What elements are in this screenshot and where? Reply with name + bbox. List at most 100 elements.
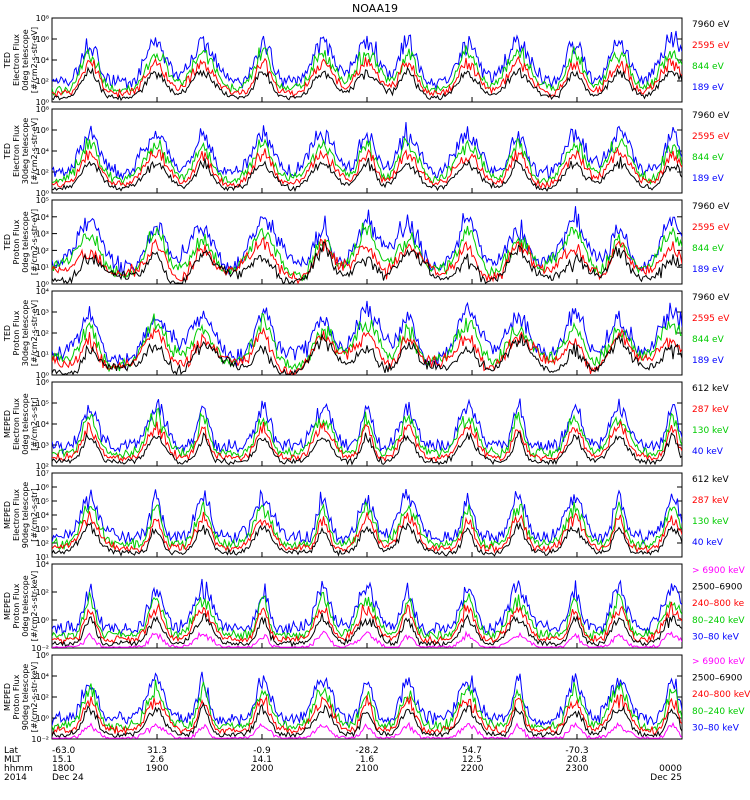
- legend-entry: 80–240 keV: [692, 616, 745, 626]
- x-tick-label: 2.6: [150, 755, 165, 765]
- series-line: [52, 591, 682, 641]
- panels-group: 10⁰ 10² 10⁴ 10⁶ 10⁸ TED Electron Flux 0deg tele…: [3, 14, 750, 744]
- legend-entry: 7960 eV: [692, 202, 730, 212]
- series-line: [52, 612, 682, 648]
- x-tick-label: 1.6: [360, 755, 375, 765]
- x-tick-label: 54.7: [462, 746, 482, 756]
- legend-entry: 7960 eV: [692, 111, 730, 121]
- legend-entry: 612 keV: [692, 475, 729, 485]
- x-tick-label: -28.2: [355, 746, 378, 756]
- y-axis-label-line: MEPED: [3, 410, 12, 438]
- series-line: [52, 45, 682, 96]
- series-traces: [52, 489, 682, 557]
- y-tick-label: 10⁸: [36, 105, 49, 114]
- y-tick-label: 10²: [36, 539, 49, 548]
- legend-entry: 844 eV: [692, 244, 725, 254]
- series-line: [52, 407, 682, 460]
- legend-entry: 189 eV: [692, 265, 725, 275]
- panel-6: 10¹ 10² 10³ 10⁴ 10⁵ 10⁶ 10⁷ MEPED Electron Flux 9…: [3, 469, 729, 562]
- y-tick-label: 10²: [36, 693, 49, 702]
- y-tick-label: 10⁸: [36, 14, 49, 23]
- x-row-label: MLT: [4, 755, 22, 765]
- panel-5: 10² 10³ 10⁴ 10⁵ 10⁶ MEPED Electron Flux 0deg te…: [3, 378, 729, 471]
- y-axis-label-line: MEPED: [3, 592, 12, 620]
- legend-entry: 2500–6900: [692, 674, 743, 684]
- series-traces: [52, 206, 682, 284]
- series-traces: [52, 122, 682, 193]
- series-line: [52, 601, 682, 646]
- x-tick-label: 1800: [52, 764, 75, 774]
- legend-entry: 612 keV: [692, 384, 729, 394]
- y-tick-label: 10⁴: [36, 287, 49, 296]
- x-tick-label: 2100: [356, 764, 379, 774]
- y-axis-label-line: 0deg telescope: [21, 211, 30, 272]
- y-tick-label: 10³: [36, 230, 49, 239]
- series-line: [52, 630, 682, 648]
- x-tick-label: 2000: [251, 764, 274, 774]
- y-tick-label: 10²: [36, 588, 49, 597]
- y-tick-label: 10²: [36, 329, 49, 338]
- series-line: [52, 511, 682, 554]
- series-line: [52, 333, 682, 375]
- x-tick-label: 14.1: [252, 755, 272, 765]
- x-tick-label: Dec 25: [650, 773, 682, 783]
- y-axis-label-line: MEPED: [3, 683, 12, 711]
- y-tick-label: 10⁶: [36, 651, 49, 660]
- legend-entry: 130 keV: [692, 426, 729, 436]
- legend-entry: 130 keV: [692, 517, 729, 527]
- series-line: [52, 578, 682, 637]
- y-tick-label: 10²: [36, 77, 49, 86]
- y-axis-label-line: Proton Flux: [12, 583, 21, 628]
- series-line: [52, 146, 682, 189]
- x-row-label: Lat: [4, 746, 19, 756]
- y-axis-label-line: TED: [3, 234, 12, 251]
- series-line: [52, 55, 682, 99]
- series-line: [52, 398, 682, 455]
- y-tick-label: 10³: [36, 525, 49, 534]
- legend-entry: 80–240 keV: [692, 707, 745, 717]
- legend-entry: 40 keV: [692, 538, 724, 548]
- y-axis-label-line: [#/cm2-s-str-keV]: [30, 662, 39, 733]
- legend-entry: 30–80 keV: [692, 723, 740, 733]
- y-axis-label-line: [#/cm2-s-str]: [30, 397, 39, 450]
- x-tick-label: 20.8: [567, 755, 587, 765]
- y-tick-label: 10⁷: [36, 469, 49, 478]
- y-tick-label: 10⁶: [36, 378, 49, 387]
- y-axis-label-line: 90deg telescope: [21, 664, 30, 731]
- panel-4: 10⁰ 10¹ 10² 10³ 10⁴ TED Proton Flux 30deg teles…: [3, 287, 730, 380]
- y-tick-label: 10⁴: [36, 672, 49, 681]
- series-line: [52, 701, 682, 739]
- series-line: [52, 30, 682, 91]
- y-tick-label: 10²: [36, 168, 49, 177]
- y-tick-label: 10⁰: [36, 98, 49, 107]
- y-tick-label: 10²: [36, 246, 49, 255]
- legend-entry: 287 keV: [692, 496, 729, 506]
- legend-entry: > 6900 keV: [692, 657, 746, 667]
- y-tick-label: 10³: [36, 441, 49, 450]
- panel-2: 10⁰ 10² 10⁴ 10⁶ 10⁸ TED Electron Flux 30deg tel…: [3, 105, 730, 198]
- y-tick-label: 10⁶: [36, 483, 49, 492]
- series-traces: [52, 671, 682, 739]
- series-line: [52, 206, 682, 277]
- x-tick-label: -0.9: [253, 746, 271, 756]
- y-tick-label: 10⁴: [36, 511, 49, 520]
- x-tick-label: 2200: [461, 764, 484, 774]
- y-tick-label: 10⁰: [36, 616, 49, 625]
- y-axis-label-line: [#/cm2-s-str]: [30, 488, 39, 541]
- legend-entry: 240–800 keV: [692, 690, 750, 700]
- legend-entry: 287 keV: [692, 405, 729, 415]
- series-line: [52, 501, 682, 551]
- series-line: [52, 156, 682, 193]
- series-traces: [52, 578, 682, 648]
- series-line: [52, 679, 682, 732]
- y-axis-label-line: Proton Flux: [12, 219, 21, 264]
- y-tick-label: 10⁰: [36, 714, 49, 723]
- panel-frame: [51, 472, 683, 558]
- y-axis-label-line: Electron Flux: [12, 34, 21, 86]
- x-row-label: hhmm: [4, 764, 33, 774]
- y-tick-label: 10⁵: [36, 497, 49, 506]
- y-tick-label: 10⁻²: [31, 735, 49, 744]
- legend-entry: 2595 eV: [692, 41, 730, 51]
- x-tick-label: Dec 24: [52, 773, 84, 783]
